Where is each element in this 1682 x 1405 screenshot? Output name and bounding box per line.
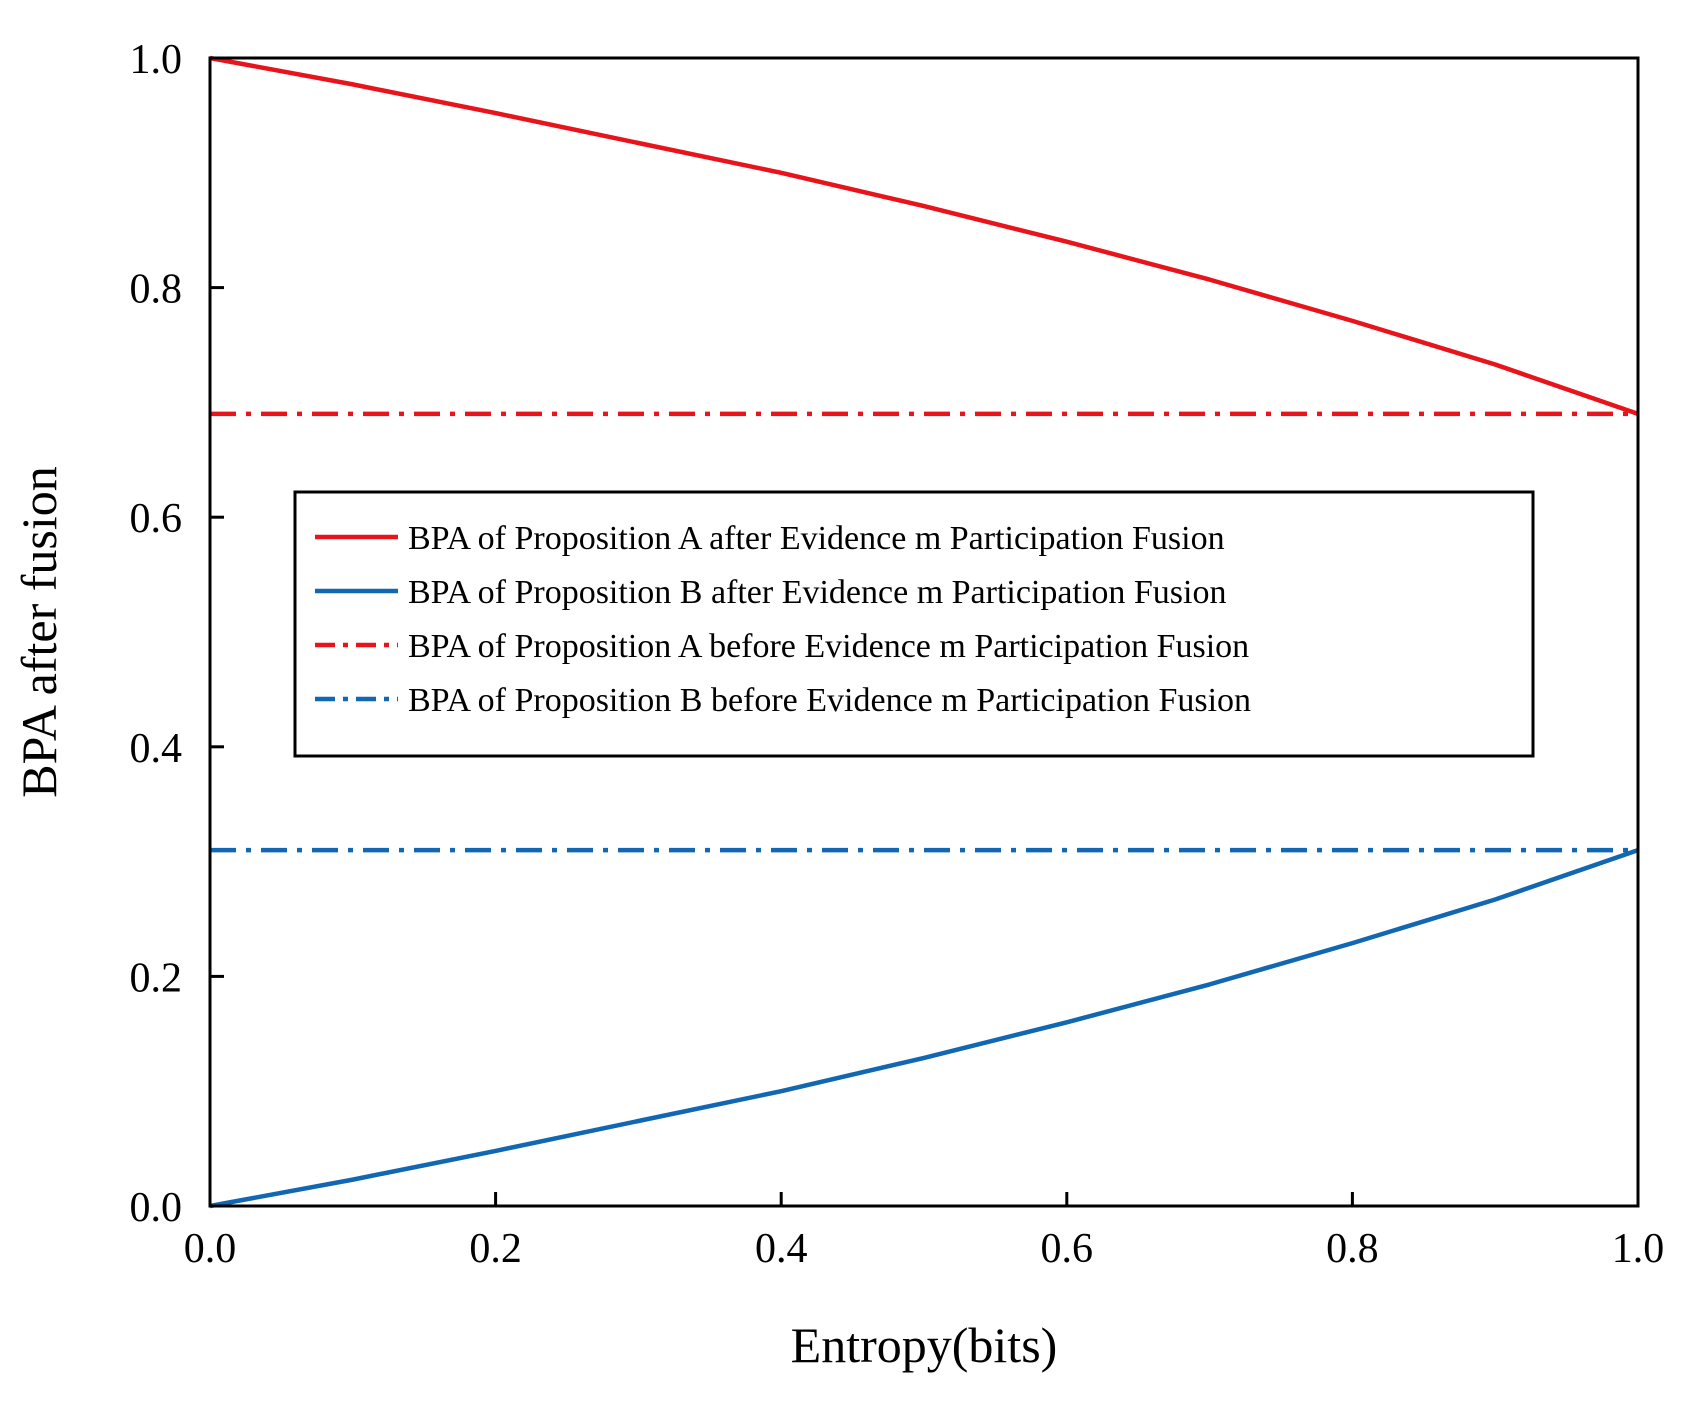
- plot-frame: [208, 56, 1640, 1208]
- x-axis-title: Entropy(bits): [791, 1317, 1058, 1373]
- legend-label-1: BPA of Proposition A after Evidence m Pa…: [408, 520, 1225, 557]
- legend-label-4: BPA of Proposition B before Evidence m P…: [408, 682, 1251, 719]
- x-tick-label: 0.0: [184, 1226, 237, 1272]
- x-tick-label: 0.2: [469, 1226, 522, 1272]
- series-line-1: [209, 55, 1639, 417]
- x-tick-label: 1.0: [1612, 1226, 1665, 1272]
- y-tick-label: 0.0: [130, 1185, 183, 1231]
- series-line-2: [209, 847, 1639, 1209]
- legend-label-3: BPA of Proposition A before Evidence m P…: [408, 628, 1249, 665]
- ticks-layer: 0.0 0.2 0.4 0.6 0.8 1.0 0.0 0.2 0.4 0.6 0.8 1.0: [130, 37, 1665, 1272]
- legend-label-2: BPA of Proposition B after Evidence m Pa…: [408, 574, 1226, 611]
- y-tick-label: 0.8: [130, 267, 183, 313]
- x-tick-label: 0.4: [755, 1226, 808, 1272]
- y-axis-title: BPA after fusion: [11, 466, 67, 798]
- legend: BPA of Proposition A after Evidence m Pa…: [293, 490, 1535, 758]
- y-tick-label: 0.6: [130, 496, 183, 542]
- legend-box: [293, 490, 1535, 758]
- x-tick-label: 0.8: [1326, 1226, 1379, 1272]
- x-tick-label: 0.6: [1041, 1226, 1094, 1272]
- y-tick-label: 0.4: [130, 726, 183, 772]
- series-layer: [209, 55, 1639, 1209]
- y-tick-label: 0.2: [130, 955, 183, 1001]
- y-tick-label: 1.0: [130, 37, 183, 83]
